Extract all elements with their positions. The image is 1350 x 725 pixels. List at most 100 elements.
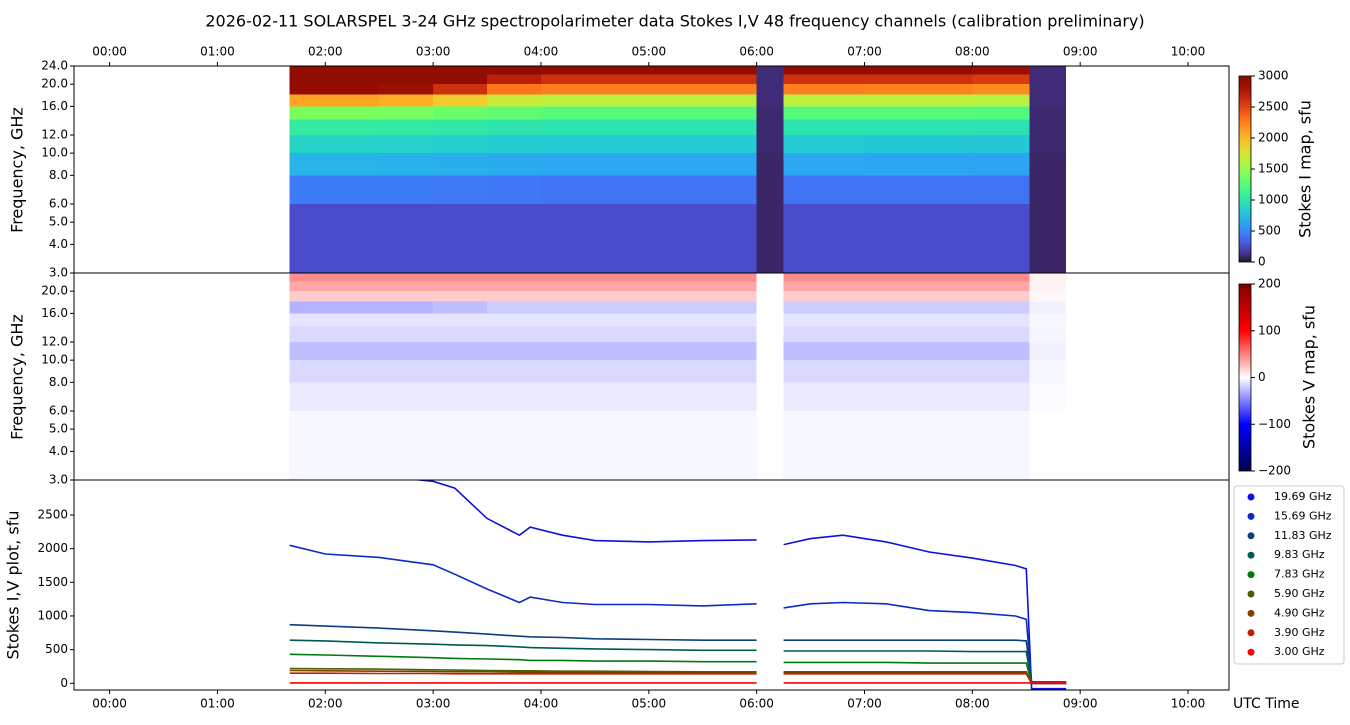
heatmap-cell [1029, 326, 1067, 342]
heatmap-cell [864, 135, 973, 154]
heatmap-cell [289, 326, 380, 342]
heatmap-cell [379, 106, 434, 120]
heatmap-cell [379, 66, 434, 75]
heatmap-cell [433, 281, 488, 292]
heatmap-cell [1029, 84, 1067, 95]
colorbar-tick-label: 3000 [1258, 69, 1289, 83]
heatmap-cell [972, 313, 1030, 327]
heatmap-cell [433, 135, 488, 154]
heatmap-cell [756, 135, 784, 154]
heatmap-cell [756, 411, 784, 480]
heatmap-cell [972, 301, 1030, 314]
x-tick-label: 01:00 [200, 697, 235, 711]
heatmap-cell [487, 273, 541, 282]
heatmap-cell [756, 66, 784, 75]
heatmap-cell [972, 106, 1030, 120]
legend-marker [1247, 609, 1255, 617]
heatmap-cell [487, 281, 541, 292]
y-tick-label: 2000 [37, 541, 68, 555]
heatmap-cell [864, 360, 973, 383]
y-tick-label: 5.0 [49, 215, 68, 229]
heatmap-cell [540, 66, 649, 75]
heatmap-cell [433, 342, 488, 361]
heatmap-cell [487, 106, 541, 120]
heatmap-cell [289, 360, 380, 383]
heatmap-cell [1029, 106, 1067, 120]
x-tick-label: 07:00 [847, 45, 882, 59]
heatmap-cell [540, 342, 649, 361]
x-tick-label: 02:00 [308, 45, 343, 59]
y-tick-label: 24.0 [41, 59, 68, 73]
x-tick-label: 10:00 [1171, 697, 1206, 711]
y-tick-label: 3.0 [49, 473, 68, 487]
heatmap-cell [1029, 301, 1067, 314]
heatmap-cell [648, 119, 757, 135]
legend-label: 3.90 GHz [1274, 626, 1325, 639]
heatmap-cell [972, 411, 1030, 480]
heatmap-cell [972, 175, 1030, 204]
heatmap-cell [433, 291, 488, 302]
heatmap-cell [379, 84, 434, 95]
heatmap-cell [433, 273, 488, 282]
heatmap-cell [972, 273, 1030, 282]
heatmap-cell [487, 360, 541, 383]
heatmap-cell [379, 119, 434, 135]
heatmap-cell [648, 204, 757, 273]
heatmap-cell [540, 360, 649, 383]
y-tick-label: 8.0 [49, 168, 68, 182]
heatmap-cell [433, 360, 488, 383]
heatmap-cell [783, 66, 865, 75]
legend-marker [1247, 571, 1255, 579]
series-line [289, 669, 1067, 685]
heatmap-cell [756, 119, 784, 135]
heatmap-cell [487, 119, 541, 135]
heatmap-cell [487, 291, 541, 302]
heatmap-cell [1029, 66, 1067, 75]
heatmap-cell [972, 281, 1030, 292]
heatmap-cell [864, 74, 973, 85]
heatmap-cell [972, 84, 1030, 95]
heatmap-cell [864, 153, 973, 176]
heatmap-cell [540, 94, 649, 107]
colorbar-tick-label: 1500 [1258, 162, 1289, 176]
heatmap-cell [433, 313, 488, 327]
heatmap-cell [648, 94, 757, 107]
heatmap-cell [379, 360, 434, 383]
legend-label: 3.00 GHz [1274, 645, 1325, 658]
heatmap-cell [1029, 360, 1067, 383]
y-tick-label: 3.0 [49, 266, 68, 280]
heatmap-cell [972, 326, 1030, 342]
heatmap-cell [487, 411, 541, 480]
heatmap-cell [864, 313, 973, 327]
y-tick-label: 16.0 [41, 306, 68, 320]
heatmap-cell [972, 94, 1030, 107]
heatmap-cell [648, 153, 757, 176]
heatmap-cell [433, 382, 488, 411]
heatmap-cell [756, 382, 784, 411]
heatmap-cell [433, 94, 488, 107]
y-tick-label: 0 [60, 676, 68, 690]
series-line [289, 623, 1067, 685]
y-tick-label: 16.0 [41, 99, 68, 113]
x-tick-label: 09:00 [1063, 45, 1098, 59]
heatmap-cell [487, 94, 541, 107]
heatmap-cell [289, 281, 380, 292]
colorbar-tick-label: 200 [1258, 277, 1281, 291]
heatmap-cell [648, 106, 757, 120]
colorbar-tick-label: 500 [1258, 224, 1281, 238]
heatmap-cell [540, 175, 649, 204]
heatmap-cell [487, 313, 541, 327]
heatmap-cell [379, 94, 434, 107]
heatmap-cell [648, 360, 757, 383]
y-tick-label: 8.0 [49, 375, 68, 389]
heatmap-cell [783, 281, 865, 292]
heatmap-cell [379, 74, 434, 85]
heatmap-cell [972, 291, 1030, 302]
heatmap-cell [487, 135, 541, 154]
heatmap-cell [783, 175, 865, 204]
heatmap-cell [864, 84, 973, 95]
heatmap-cell [783, 204, 865, 273]
colorbar-tick-label: 0 [1258, 370, 1266, 384]
heatmap-cell [756, 326, 784, 342]
heatmap-cell [648, 411, 757, 480]
